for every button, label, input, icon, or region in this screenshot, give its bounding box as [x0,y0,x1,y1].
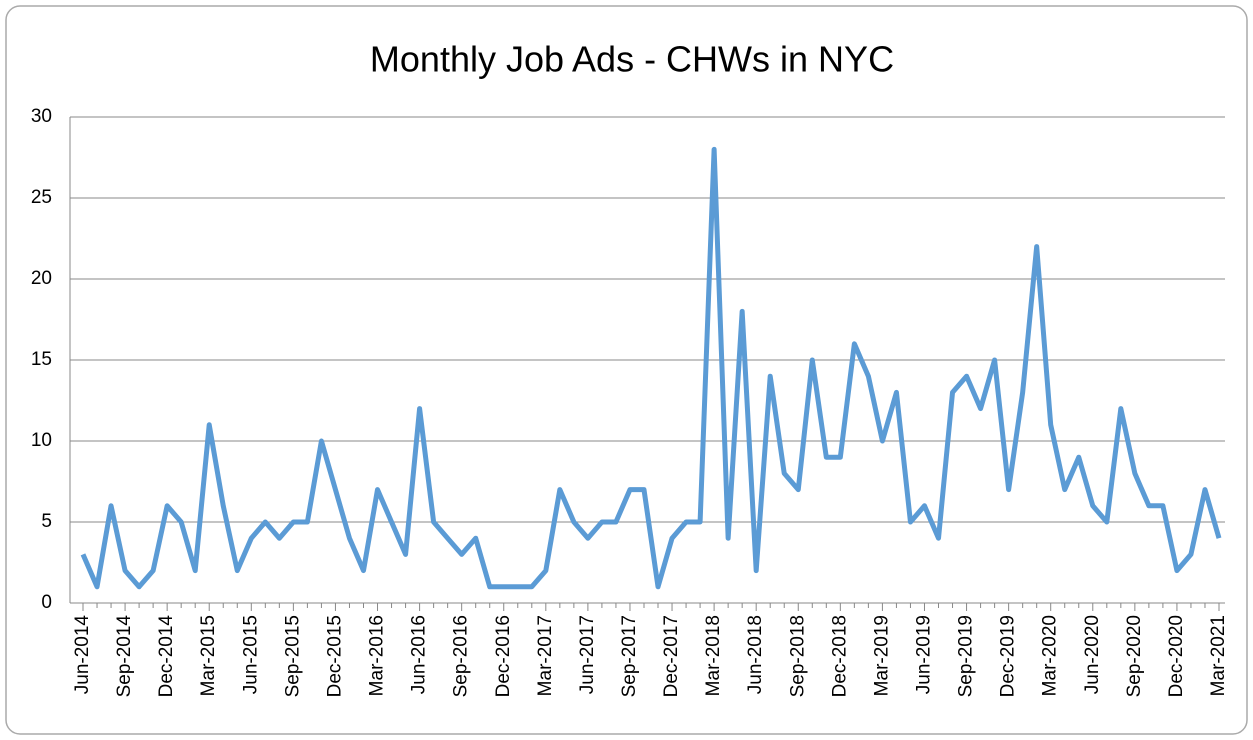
chart-title: Monthly Job Ads - CHWs in NYC [370,39,894,80]
data-line [80,146,1222,590]
y-tick-label: 20 [31,268,52,289]
x-tick-label: Jun-2020 [1082,615,1103,694]
x-tick-label: Dec-2016 [493,615,514,697]
x-tick-label: Mar-2018 [703,615,724,696]
x-tick-label: Jun-2014 [72,615,93,695]
x-tick-label: Jun-2016 [409,615,430,694]
x-tick-label: Jun-2015 [240,615,261,694]
x-tick-label: Sep-2014 [114,615,135,698]
y-tick-label: 10 [31,430,52,451]
x-tick-label: Jun-2018 [745,615,766,694]
x-tick-label: Sep-2019 [956,615,977,697]
x-tick-label: Jun-2017 [577,615,598,694]
x-tick-label: Mar-2016 [367,615,388,696]
x-tick-label: Mar-2021 [1208,615,1229,696]
x-tick-label: Dec-2014 [156,615,177,698]
x-tick-label: Mar-2019 [871,615,892,696]
chart-frame [5,5,1248,735]
x-tick-label: Mar-2015 [198,615,219,696]
x-tick-label: Mar-2017 [535,615,556,696]
x-tick-label: Sep-2020 [1124,615,1145,697]
y-tick-label: 30 [31,106,52,127]
y-tick-label: 0 [41,592,52,613]
x-tick-label: Dec-2020 [1166,615,1187,697]
x-tick-label: Dec-2019 [998,615,1019,697]
x-tick-label: Sep-2016 [451,615,472,697]
y-tick-label: 15 [31,349,52,370]
x-tick-label: Dec-2015 [324,615,345,697]
x-tick-label: Jun-2019 [913,615,934,694]
y-tick-label: 25 [31,187,52,208]
x-tick-label: Dec-2017 [661,615,682,697]
x-tick-label: Sep-2018 [787,615,808,697]
x-tick-label: Sep-2017 [619,615,640,697]
x-tick-label: Mar-2020 [1040,615,1061,696]
y-tick-label: 5 [41,511,52,532]
x-tick-label: Sep-2015 [282,615,303,697]
x-tick-label: Dec-2018 [829,615,850,697]
